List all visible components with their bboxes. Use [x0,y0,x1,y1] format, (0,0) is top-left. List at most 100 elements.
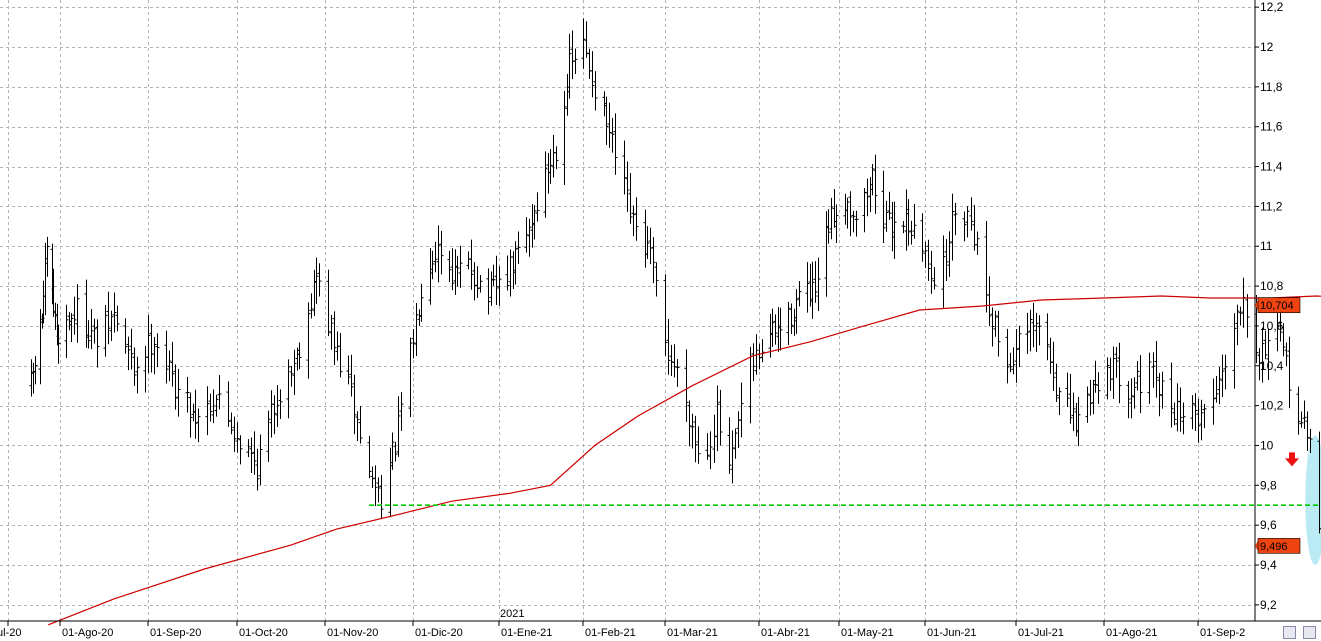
ohlc-bar [1178,387,1183,432]
ohlc-bar [944,239,949,281]
x-tick-label: 01-Ago-21 [1106,627,1157,639]
ohlc-bar [466,251,471,270]
ohlc-bar [920,213,925,262]
ohlc-bar [326,269,331,337]
ohlc-bar [129,328,134,370]
ohlc-bar [909,220,914,245]
ohlc-bar [126,336,131,371]
ohlc-bar [33,356,38,385]
arrow-layer [1285,452,1299,467]
ohlc-bar [1190,395,1195,430]
ohlc-bar [196,408,201,443]
ohlc-bar [584,21,589,58]
ohlc-bar [687,400,692,447]
ohlc-bar [663,274,668,356]
x-tick-label: 01-Jun-21 [927,627,977,639]
last-value-badge: 10,704 [1255,297,1301,314]
ohlc-bar [1085,386,1090,423]
ohlc-bar [953,202,958,236]
ohlc-bar [1034,312,1039,352]
ohlc-bar [229,412,234,435]
save-icon[interactable] [1303,626,1316,639]
ohlc-bar [1160,371,1165,409]
ohlc-bar [816,257,821,312]
ohlc-bar [1196,398,1201,443]
ohlc-bar [1296,386,1301,435]
x-tick-label: 01-Feb-21 [585,627,636,639]
ohlc-bar [718,389,723,446]
x-tick-label: ul-20 [0,627,21,639]
ohlc-bar [1147,352,1152,404]
ohlc-bar [1232,313,1237,389]
y-tick-label: 9,4 [1260,558,1277,572]
ohlc-bar [447,250,452,282]
ohlc-bar [1199,399,1204,441]
ohlc-bar [527,218,532,257]
ohlc-bar [505,255,510,291]
ohlc-bar [286,359,291,419]
ohlc-bar [1172,402,1177,426]
ohlc-bar [962,211,967,242]
ohlc-bar [1014,329,1019,383]
ohlc-bar [135,356,140,394]
ohlc-bar [751,343,756,381]
ohlc-bar [235,422,240,453]
y-tick-label: 11,6 [1260,120,1283,134]
ohlc-bars [29,18,1321,534]
ohlc-bar [1051,341,1056,391]
ohlc-bar [727,417,732,474]
ohlc-bar [712,414,717,463]
ohlc-bar [873,154,878,214]
ohlc-bar [152,336,157,375]
ohlc-bar [794,289,799,334]
ohlc-bar [669,344,674,377]
ohlc-bar [1238,306,1243,326]
ohlc-bar [1151,352,1156,388]
ohlc-bar [497,266,502,306]
ohlc-bar [645,226,650,259]
ohlc-bar [1065,372,1070,407]
ohlc-bar [217,375,222,410]
ohlc-bar [805,262,810,313]
ohlc-bar [810,261,815,319]
ohlc-bar [1214,376,1219,403]
ohlc-bar [278,389,283,419]
ohlc-bar [486,268,491,315]
ohlc-bar [1071,392,1076,432]
ohlc-bar [604,96,609,145]
ohlc-bar [851,210,856,233]
y-tick-label: 11 [1260,239,1273,253]
ohlc-bar [69,312,74,343]
ohlc-bar [990,307,995,347]
ohlc-bar [1011,347,1016,375]
ohlc-bar [1126,380,1131,419]
ohlc-bar [289,365,294,387]
ohlc-bar [607,102,612,148]
ohlc-bar [813,261,818,303]
ohlc-bar [1093,360,1098,393]
ohlc-bar [684,349,689,422]
settings-icon[interactable] [1283,626,1296,639]
ohlc-bar [1111,346,1116,399]
y-tick-label: 12 [1260,40,1274,54]
ohlc-bar [987,276,992,327]
ohlc-bar [246,439,251,458]
y-tick-label: 9,6 [1260,518,1277,532]
ohlc-bar [275,384,280,428]
ohlc-bar [173,364,178,410]
ohlc-bar [705,433,710,460]
ohlc-bar [535,192,540,222]
ohlc-bar [430,250,435,280]
ohlc-bar [1275,311,1280,352]
ohlc-bar [950,193,955,261]
ohlc-bar [532,205,537,240]
ohlc-bar [106,291,111,345]
ohlc-bar [439,230,444,275]
ohlc-bar [567,33,572,99]
ohlc-bar [613,113,618,175]
ohlc-bar [1220,354,1225,397]
ohlc-bar [266,410,271,462]
ohlc-bar [1308,428,1313,453]
ohlc-bar [1088,379,1093,416]
